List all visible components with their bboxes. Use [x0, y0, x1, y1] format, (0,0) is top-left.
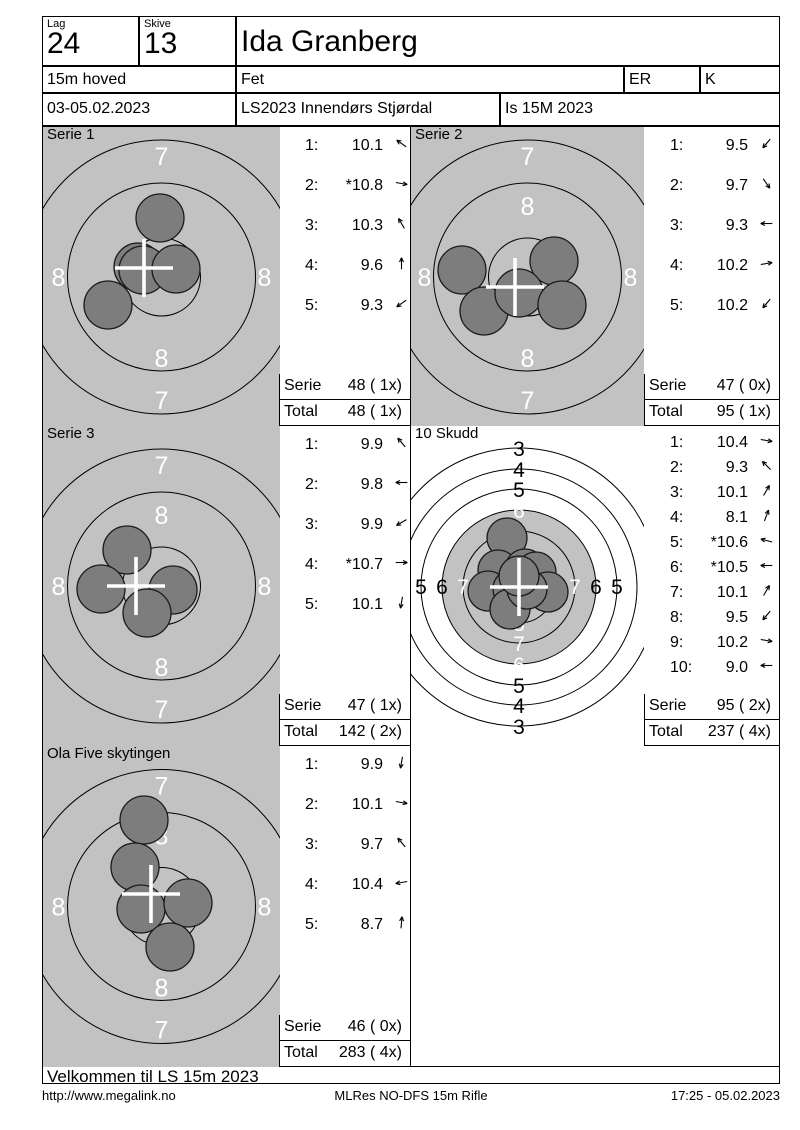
svg-text:6: 6: [436, 576, 448, 599]
svg-text:7: 7: [521, 143, 535, 171]
svg-text:8: 8: [418, 264, 432, 292]
svg-text:7: 7: [513, 633, 525, 656]
svg-text:7: 7: [155, 387, 169, 415]
svg-text:5: 5: [611, 576, 623, 599]
svg-text:7: 7: [155, 773, 169, 801]
svg-text:3: 3: [513, 716, 525, 739]
svg-text:8: 8: [155, 502, 169, 530]
svg-text:8: 8: [521, 193, 535, 221]
svg-text:8: 8: [624, 264, 638, 292]
svg-text:6: 6: [590, 576, 602, 599]
svg-text:7: 7: [155, 1017, 169, 1045]
svg-text:8: 8: [155, 654, 169, 682]
svg-text:8: 8: [155, 345, 169, 373]
svg-text:7: 7: [457, 576, 469, 599]
svg-text:7: 7: [155, 696, 169, 724]
svg-text:3: 3: [513, 438, 525, 461]
svg-text:8: 8: [52, 264, 66, 292]
svg-text:8: 8: [258, 894, 272, 922]
svg-text:7: 7: [521, 387, 535, 415]
svg-text:8: 8: [52, 573, 66, 601]
svg-text:4: 4: [513, 695, 525, 718]
svg-text:7: 7: [155, 143, 169, 171]
svg-text:7: 7: [155, 452, 169, 480]
svg-text:8: 8: [258, 264, 272, 292]
svg-text:5: 5: [415, 576, 427, 599]
svg-text:8: 8: [52, 894, 66, 922]
svg-text:8: 8: [258, 573, 272, 601]
svg-text:8: 8: [155, 975, 169, 1003]
svg-text:7: 7: [569, 576, 581, 599]
svg-text:8: 8: [521, 345, 535, 373]
svg-text:6: 6: [513, 654, 525, 677]
svg-text:5: 5: [513, 479, 525, 502]
svg-text:5: 5: [513, 675, 525, 698]
